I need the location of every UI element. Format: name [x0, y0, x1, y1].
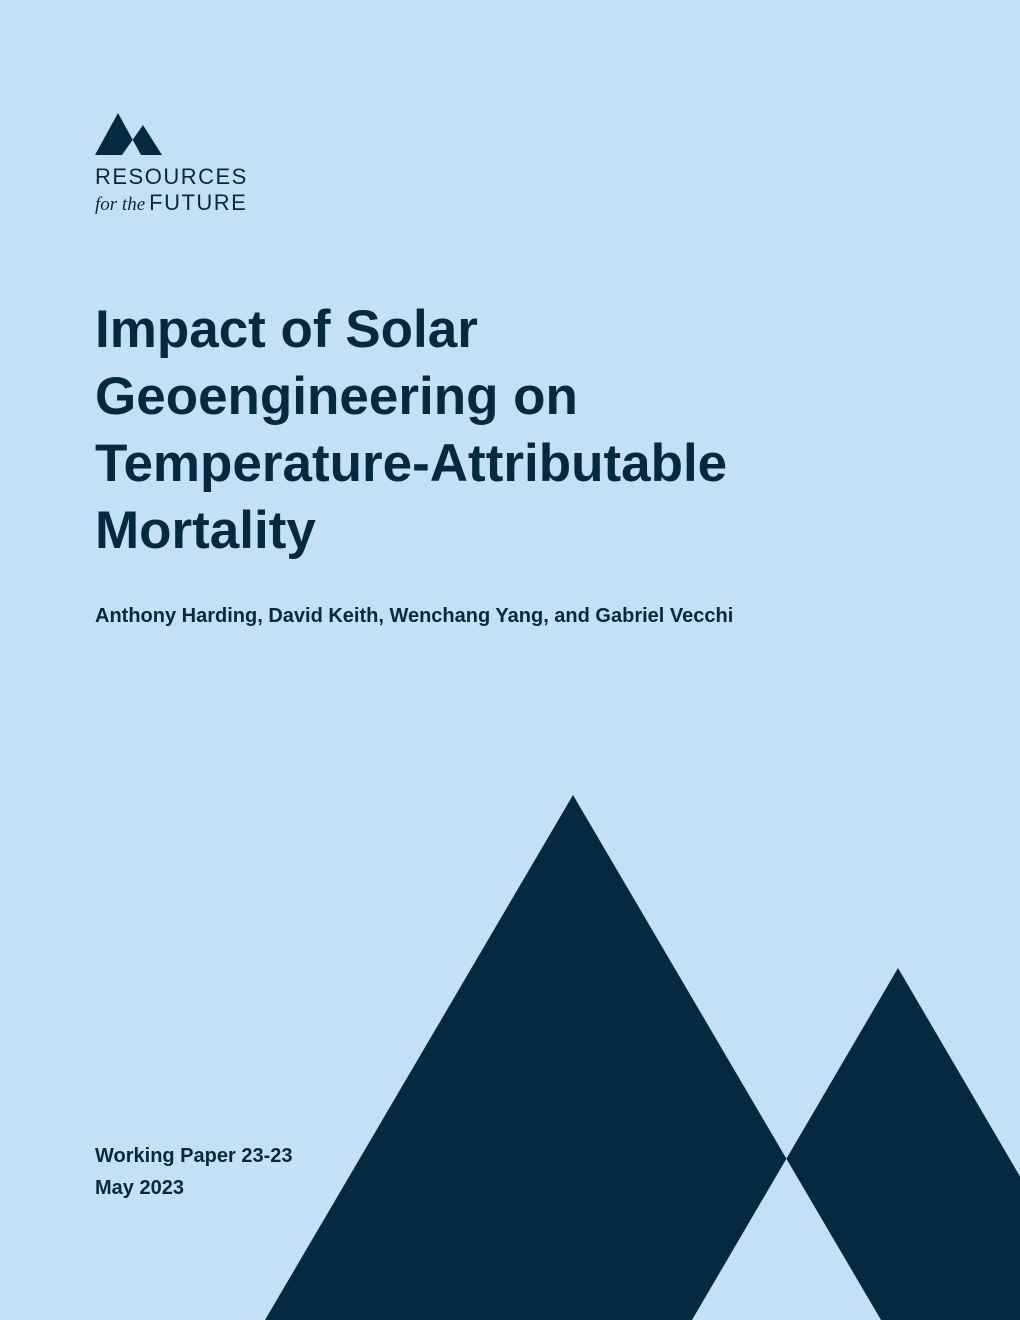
- mountains: [265, 795, 1020, 1320]
- title-line: Mortality: [95, 501, 316, 560]
- logo-name: FUTURE: [149, 190, 248, 215]
- title-line: Temperature-Attributable: [95, 434, 728, 493]
- series-label: Working Paper 23-23: [95, 1145, 293, 1167]
- logo-line: for the FUTURE: [95, 190, 247, 216]
- logo-prefix: for the: [95, 194, 146, 215]
- title-line: Geoengineering on: [95, 367, 578, 426]
- authors: Anthony Harding, David Keith, Wenchang Y…: [95, 605, 734, 627]
- logo-mark: [95, 113, 162, 155]
- title: Impact of Solar Geoengineering on Temper…: [95, 296, 727, 564]
- title-line: Impact of Solar: [95, 300, 478, 359]
- date: May 2023: [95, 1177, 184, 1199]
- logo-line: RESOURCES: [95, 164, 248, 189]
- meta: Working Paper 23-23 May 2023: [95, 1140, 292, 1204]
